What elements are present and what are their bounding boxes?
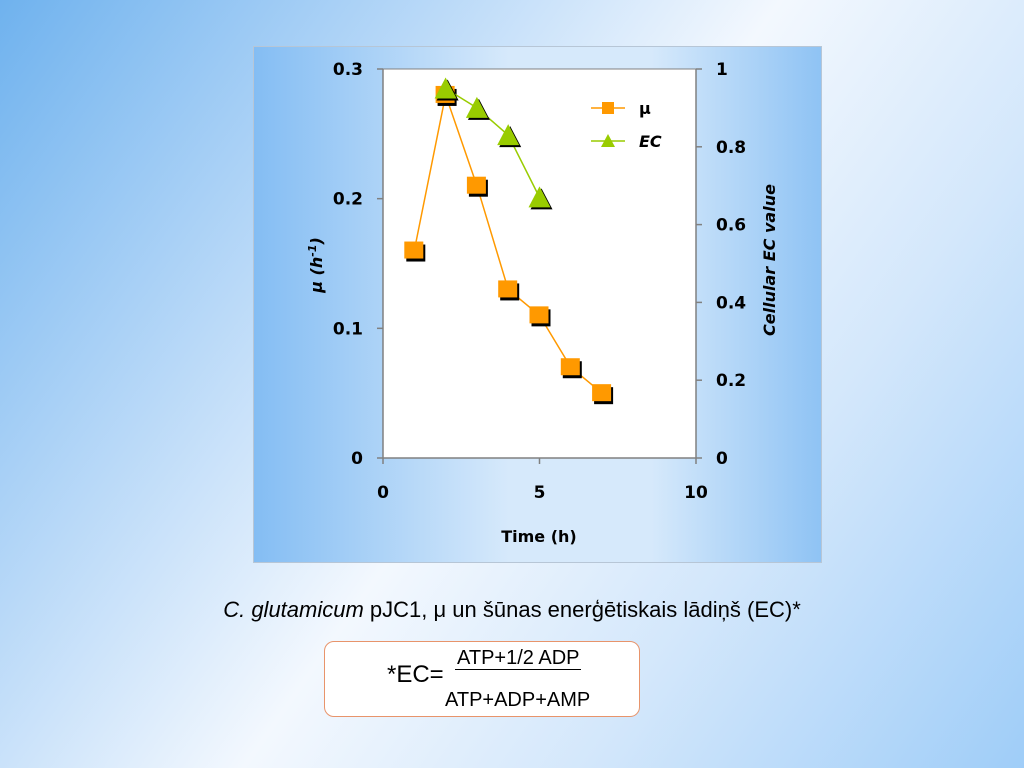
y-tick-label: 0.1 (333, 319, 363, 339)
y2-tick-label: 0 (716, 449, 728, 469)
chart-panel: 0 5 10 0 0.1 0.2 0.3 0 0.2 0.4 0.6 0.8 1 μ EC Time (… (253, 46, 822, 563)
legend-mu-marker (602, 102, 614, 114)
y-axis-label-main: μ (h (307, 257, 326, 294)
plot-area (382, 68, 697, 459)
x-tick-label: 5 (534, 483, 546, 503)
ticks-layer: 0 5 10 0 0.1 0.2 0.3 0 0.2 0.4 0.6 0.8 1 (333, 60, 746, 503)
formula-lhs: *EC= (387, 661, 444, 688)
y2-tick-label: 0.4 (716, 293, 746, 313)
y-axis-label-sup: -1 (306, 245, 319, 257)
series-mu-point (592, 384, 612, 402)
x-tick-label: 0 (377, 483, 389, 503)
y-tick-label: 0.2 (333, 190, 363, 210)
series-mu-point (560, 358, 580, 376)
x-tick-label: 10 (684, 483, 708, 503)
series-layer (404, 77, 614, 405)
y-axis-label: μ (h-1) (306, 237, 327, 294)
slide-caption: C. glutamicum pJC1, μ un šūnas enerģētis… (0, 597, 1024, 623)
y-tick-label: 0 (351, 449, 363, 469)
caption-text: pJC1, μ un šūnas enerģētiskais lādiņš (E… (363, 597, 801, 622)
y-tick-label: 0.3 (333, 60, 363, 80)
series-ec-point (528, 186, 551, 208)
series-mu-point (529, 306, 549, 324)
legend-ec-label: EC (639, 132, 662, 151)
legend-ec-marker (601, 134, 615, 147)
ec-formula-box: *EC= ATP+1/2 ADP ATP+ADP+AMP (324, 641, 640, 717)
formula-denominator: ATP+ADP+AMP (445, 689, 591, 711)
series-mu-point (466, 176, 486, 194)
y2-tick-label: 1 (716, 60, 728, 80)
series-ec-line (445, 87, 541, 198)
series-ec-point (497, 124, 520, 146)
x-axis-label: Time (h) (501, 527, 577, 546)
series-ec-point (434, 77, 457, 99)
y2-axis-label: Cellular EC value (760, 184, 779, 336)
y2-tick-label: 0.6 (716, 216, 746, 236)
legend: μ EC (591, 99, 662, 151)
caption-species: C. glutamicum (223, 597, 364, 622)
y-axis-label-close: ) (307, 237, 326, 245)
formula-numerator: ATP+1/2 ADP (455, 647, 582, 670)
y2-tick-label: 0.8 (716, 138, 746, 158)
legend-mu-label: μ (639, 99, 651, 118)
series-ec-point (465, 96, 488, 118)
series-mu-point (498, 280, 518, 298)
series-mu-point (404, 241, 424, 259)
chart-svg: 0 5 10 0 0.1 0.2 0.3 0 0.2 0.4 0.6 0.8 1 μ EC Time (… (306, 60, 780, 546)
y2-tick-label: 0.2 (716, 371, 746, 391)
